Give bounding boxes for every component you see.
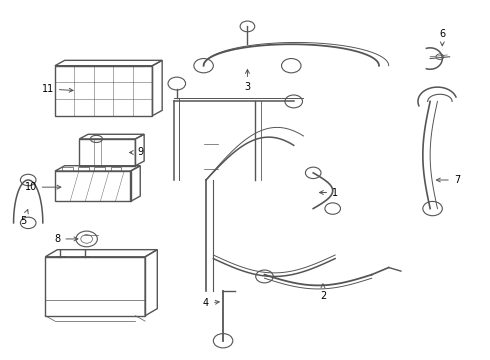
Text: 7: 7 xyxy=(437,175,460,185)
Text: 6: 6 xyxy=(439,28,445,46)
Text: 9: 9 xyxy=(129,148,143,157)
Text: 3: 3 xyxy=(245,69,250,92)
Text: 1: 1 xyxy=(319,188,338,198)
Text: 4: 4 xyxy=(203,298,219,308)
Text: 8: 8 xyxy=(54,234,78,244)
Text: 2: 2 xyxy=(320,284,326,301)
Text: 5: 5 xyxy=(20,210,28,226)
Text: 10: 10 xyxy=(24,182,61,192)
Text: 11: 11 xyxy=(42,84,73,94)
